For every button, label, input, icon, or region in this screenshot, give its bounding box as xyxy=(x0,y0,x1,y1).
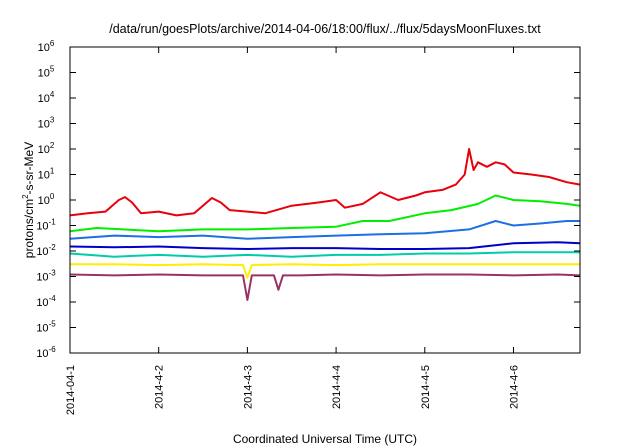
y-tick-label: 100 xyxy=(38,192,55,207)
x-tick-label: 2014-04-1 xyxy=(65,365,77,415)
x-tick-label: 2014-4-6 xyxy=(508,365,520,409)
y-tick-base: 10 xyxy=(38,170,50,182)
y-tick-exponent: -1 xyxy=(49,218,57,227)
chart-title: /data/run/goesPlots/archive/2014-04-06/1… xyxy=(109,22,541,36)
y-tick-exponent: -2 xyxy=(49,243,57,252)
series-line-7 xyxy=(69,273,581,301)
y-tick-label: 10-1 xyxy=(36,218,56,233)
y-tick-base: 10 xyxy=(38,195,50,207)
y-axis-label-suffix: -s-sr-MeV xyxy=(22,142,36,195)
x-tick-label: 2014-4-4 xyxy=(331,365,343,409)
x-tick-label: 2014-4-5 xyxy=(420,365,432,409)
y-tick-base: 10 xyxy=(36,272,48,284)
x-tick-label: 2014-4-2 xyxy=(154,365,166,409)
y-tick-base: 10 xyxy=(36,297,48,309)
series-line-5 xyxy=(69,251,580,258)
y-tick-label: 10-6 xyxy=(36,345,56,360)
y-tick-label: 104 xyxy=(38,90,55,105)
y-tick-label: 106 xyxy=(38,39,55,54)
y-tick-label: 10-2 xyxy=(36,243,56,258)
y-tick-exponent: -3 xyxy=(49,269,57,278)
y-tick-label: 105 xyxy=(38,65,55,80)
y-tick-base: 10 xyxy=(36,246,48,258)
y-tick-exponent: -5 xyxy=(49,320,57,329)
y-tick-exponent: 5 xyxy=(50,65,55,74)
y-tick-base: 10 xyxy=(36,221,48,233)
y-tick-exponent: -6 xyxy=(49,345,57,354)
y-tick-base: 10 xyxy=(36,323,48,335)
y-tick-label: 103 xyxy=(38,116,55,131)
x-axis-label: Coordinated Universal Time (UTC) xyxy=(233,432,417,446)
series-line-6 xyxy=(70,263,580,279)
x-tick-label: 2014-4-3 xyxy=(242,365,254,409)
y-axis-label: protons/cm2-s-sr-MeV xyxy=(21,142,36,258)
y-tick-label: 101 xyxy=(38,167,55,182)
y-tick-exponent: 4 xyxy=(50,90,55,99)
series-line-2 xyxy=(69,194,581,233)
series-line-3 xyxy=(69,220,580,240)
y-tick-exponent: 2 xyxy=(50,141,55,150)
y-tick-exponent: 3 xyxy=(50,116,55,125)
plot-frame xyxy=(69,46,581,354)
y-tick-label: 10-3 xyxy=(36,269,56,284)
y-tick-exponent: 0 xyxy=(50,192,55,201)
y-tick-base: 10 xyxy=(36,348,48,360)
y-tick-base: 10 xyxy=(38,42,50,54)
y-tick-exponent: -4 xyxy=(49,294,57,303)
series-line-1 xyxy=(69,148,581,217)
series-line-4 xyxy=(69,241,581,250)
y-tick-base: 10 xyxy=(38,144,50,156)
axis-layer: 10-610-510-410-310-210-11001011021031041… xyxy=(36,39,580,415)
y-axis-label-prefix: protons/cm xyxy=(22,199,36,258)
y-tick-label: 10-5 xyxy=(36,320,56,335)
y-tick-base: 10 xyxy=(38,119,50,131)
y-tick-label: 10-4 xyxy=(36,294,56,309)
y-tick-base: 10 xyxy=(38,93,50,105)
y-tick-exponent: 6 xyxy=(50,39,55,48)
y-axis-label-superscript: 2 xyxy=(21,194,30,199)
y-tick-base: 10 xyxy=(38,68,50,80)
y-tick-label: 102 xyxy=(38,141,55,156)
series-layer xyxy=(69,148,581,301)
y-tick-exponent: 1 xyxy=(50,167,55,176)
